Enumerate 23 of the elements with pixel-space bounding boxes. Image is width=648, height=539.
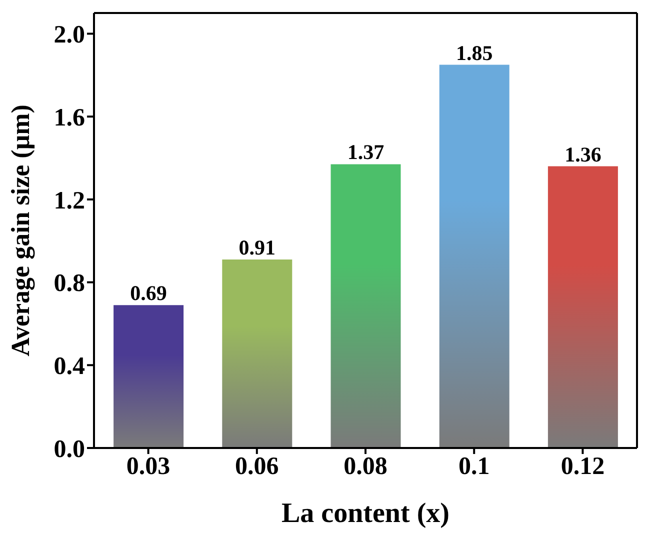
y-axis-title: Average gain size (μm) <box>6 104 36 356</box>
x-tick-label: 0.06 <box>235 452 279 480</box>
bar <box>114 305 184 448</box>
y-tick-label: 2.0 <box>54 22 85 49</box>
data-label: 1.37 <box>347 140 384 164</box>
bar <box>439 64 510 448</box>
x-tick-label: 0.1 <box>458 452 490 480</box>
bar <box>548 166 618 448</box>
bar <box>330 164 401 448</box>
bar <box>222 260 292 448</box>
data-label: 0.91 <box>238 236 276 260</box>
x-tick-label: 0.03 <box>126 452 170 480</box>
y-tick-label: 0.0 <box>54 436 85 463</box>
data-label: 1.85 <box>456 40 493 65</box>
x-tick-label: 0.12 <box>560 452 605 480</box>
data-label: 1.36 <box>564 142 602 166</box>
x-axis-title: La content (x) <box>282 498 450 529</box>
y-tick-label: 0.8 <box>54 270 85 298</box>
y-tick-label: 1.6 <box>54 104 85 132</box>
y-tick-label: 0.4 <box>54 353 86 380</box>
data-label: 0.69 <box>130 281 167 306</box>
x-tick-label: 0.08 <box>344 452 388 480</box>
y-tick-label: 1.2 <box>54 187 85 214</box>
